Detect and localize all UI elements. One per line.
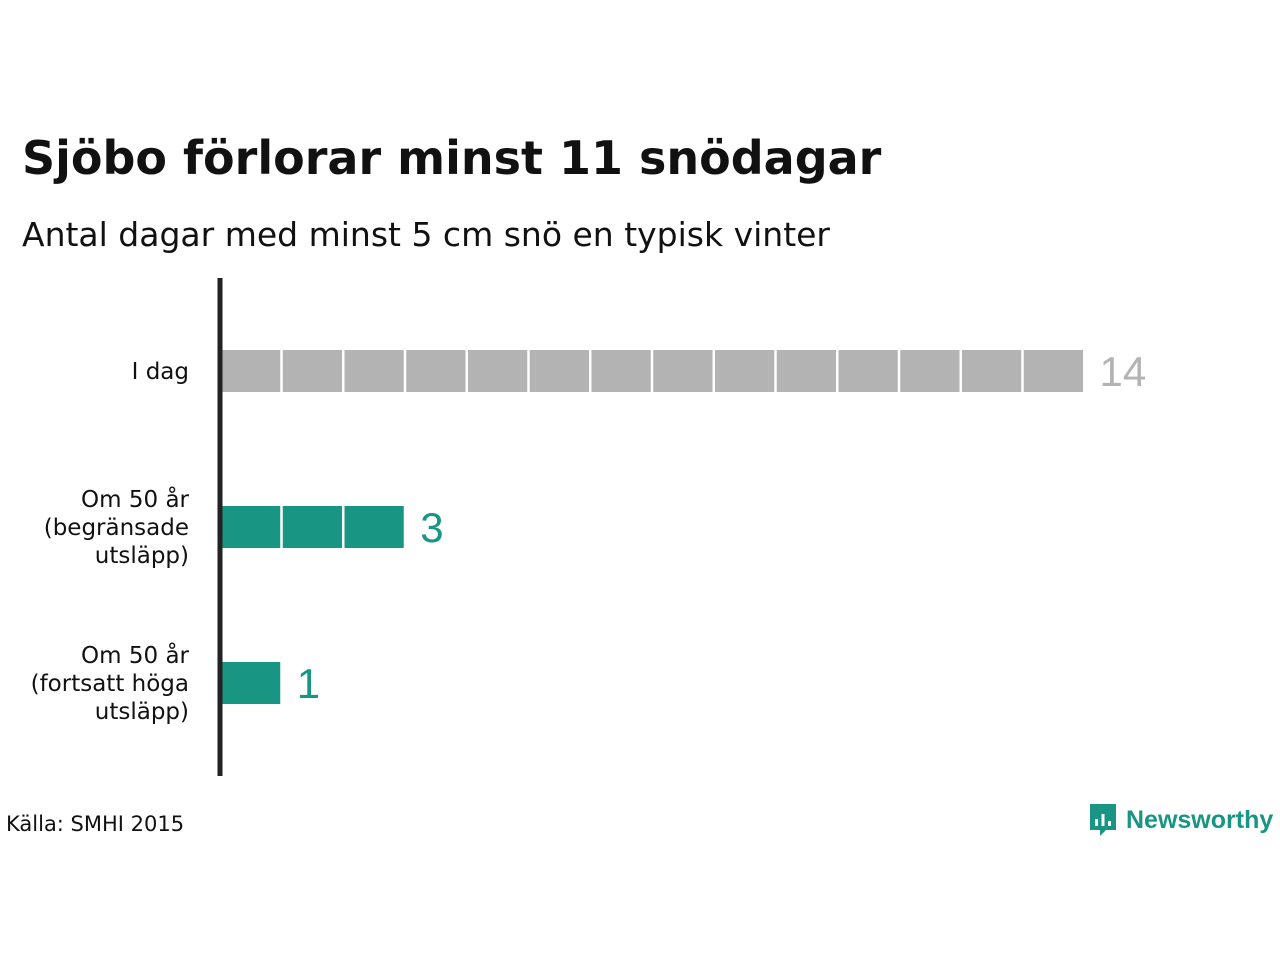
category-label-line: utsläpp) (95, 543, 189, 569)
bar-unit (715, 350, 775, 392)
bar-unit (344, 506, 404, 548)
bar-unit (1023, 350, 1083, 392)
bar-unit (282, 506, 342, 548)
bar-unit (282, 350, 342, 392)
brand-logo: Newsworthy (1088, 802, 1273, 838)
bar-unit (653, 350, 713, 392)
category-label-line: Om 50 år (81, 485, 189, 513)
value-label: 14 (1100, 348, 1147, 395)
bar-unit (406, 350, 466, 392)
chart-subtitle: Antal dagar med minst 5 cm snö en typisk… (22, 215, 831, 254)
category-label: Om 50 år (begränsade utsläpp) (44, 485, 190, 569)
brand-name: Newsworthy (1126, 805, 1274, 834)
source-note: Källa: SMHI 2015 (6, 812, 185, 836)
category-label-line: (fortsatt höga (31, 671, 189, 697)
bar-unit (962, 350, 1022, 392)
bar-unit (591, 350, 651, 392)
category-label-line: I dag (132, 359, 189, 385)
bar-unit (468, 350, 528, 392)
category-label: Om 50 år (fortsatt höga utsläpp) (31, 641, 190, 725)
bar-unit (776, 350, 836, 392)
value-label: 3 (420, 504, 443, 551)
bar-unit (838, 350, 898, 392)
value-label: 1 (297, 660, 320, 707)
category-label-line: Om 50 år (81, 641, 189, 669)
bar-unit (221, 350, 281, 392)
bar-unit (221, 506, 281, 548)
category-label: I dag (132, 359, 189, 385)
bar-unit (221, 662, 281, 704)
bar-unit (900, 350, 960, 392)
category-label-line: (begränsade (44, 515, 189, 541)
category-label-line: utsläpp) (95, 699, 189, 725)
bar-unit (344, 350, 404, 392)
bar-group (221, 350, 1083, 704)
chart-title: Sjöbo förlorar minst 11 snödagar (22, 131, 882, 185)
bar-unit (529, 350, 589, 392)
value-labels: 14 3 1 (297, 348, 1146, 707)
newsworthy-logo-icon (1090, 804, 1116, 836)
